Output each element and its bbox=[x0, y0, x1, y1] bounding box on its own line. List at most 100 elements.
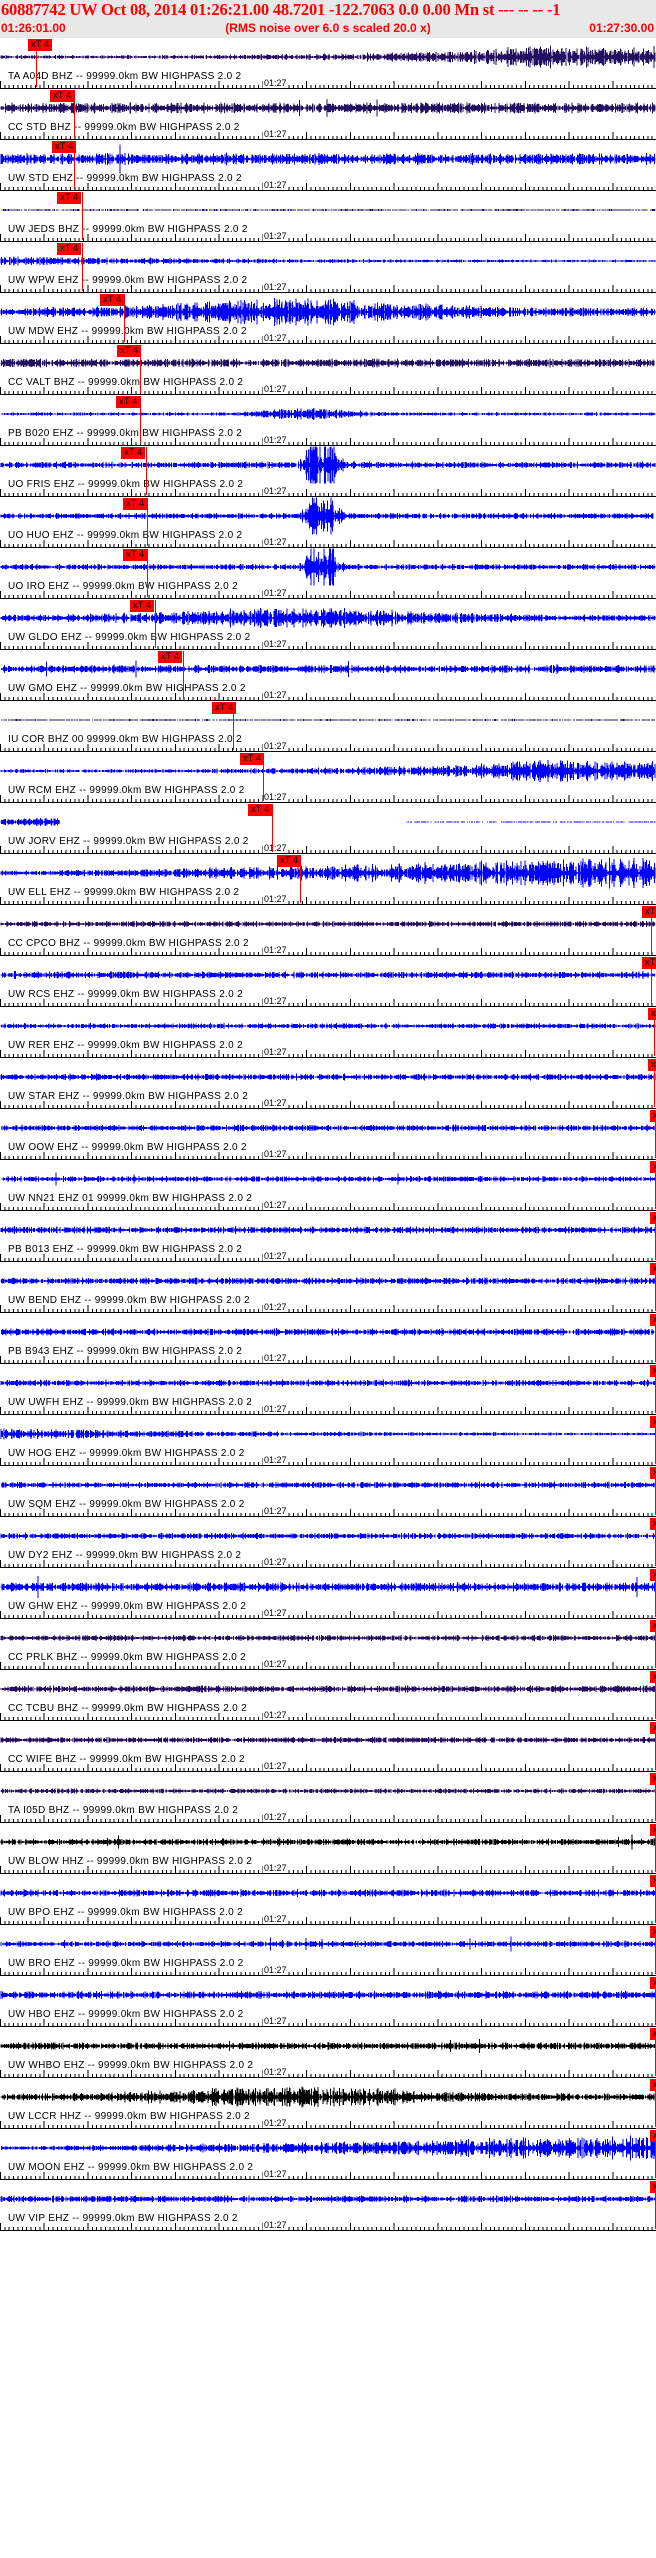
gain-scale-tag[interactable]: xT 4 bbox=[642, 957, 656, 969]
gain-scale-tag[interactable]: xT 4 bbox=[248, 804, 273, 816]
gain-scale-tag[interactable]: xT 4 bbox=[650, 2079, 656, 2091]
waveform-plot bbox=[0, 599, 656, 637]
gain-scale-tag[interactable]: xT 4 bbox=[650, 1467, 656, 1479]
time-axis bbox=[0, 690, 656, 700]
trace-row[interactable]: UW HOG EHZ -- 99999.0km BW HIGHPASS 2.0 … bbox=[0, 1415, 656, 1466]
trace-row[interactable]: TA A04D BHZ -- 99999.0km BW HIGHPASS 2.0… bbox=[0, 38, 656, 89]
gain-scale-tag[interactable]: xT 4 bbox=[650, 1977, 656, 1989]
gain-scale-tag[interactable]: xT 4 bbox=[123, 549, 148, 561]
gain-scale-tag[interactable]: xT 4 bbox=[240, 753, 265, 765]
gain-scale-tag[interactable]: xT 4 bbox=[52, 141, 77, 153]
trace-row[interactable]: CC CPCO BHZ -- 99999.0km BW HIGHPASS 2.0… bbox=[0, 905, 656, 956]
trace-row[interactable]: UW MDW EHZ -- 99999.0km BW HIGHPASS 2.0 … bbox=[0, 293, 656, 344]
trace-row[interactable]: UW RCM EHZ -- 99999.0km BW HIGHPASS 2.0 … bbox=[0, 752, 656, 803]
trace-row[interactable]: UW JORV EHZ -- 99999.0km BW HIGHPASS 2.0… bbox=[0, 803, 656, 854]
trace-row[interactable]: UW BEND EHZ -- 99999.0km BW HIGHPASS 2.0… bbox=[0, 1262, 656, 1313]
trace-row[interactable]: UW BLOW HHZ -- 99999.0km BW HIGHPASS 2.0… bbox=[0, 1823, 656, 1874]
gain-scale-tag[interactable]: xT 4 bbox=[650, 2181, 656, 2193]
trace-row[interactable]: UW MOON EHZ -- 99999.0km BW HIGHPASS 2.0… bbox=[0, 2129, 656, 2180]
trace-row[interactable]: PB B020 EHZ -- 99999.0km BW HIGHPASS 2.0… bbox=[0, 395, 656, 446]
trace-row[interactable]: UW JEDS BHZ -- 99999.0km BW HIGHPASS 2.0… bbox=[0, 191, 656, 242]
trace-row[interactable]: UW UWFH EHZ -- 99999.0km BW HIGHPASS 2.0… bbox=[0, 1364, 656, 1415]
trace-row[interactable]: UW WPW EHZ -- 99999.0km BW HIGHPASS 2.0 … bbox=[0, 242, 656, 293]
gain-scale-tag[interactable]: xT 4 bbox=[158, 651, 183, 663]
gain-scale-tag[interactable]: xT 4 bbox=[650, 1263, 656, 1275]
gain-scale-tag[interactable]: xT 4 bbox=[650, 1926, 656, 1938]
gain-scale-tag[interactable]: xT 4 bbox=[650, 1569, 656, 1581]
gain-scale-tag[interactable]: xT 4 bbox=[117, 345, 142, 357]
gain-scale-tag[interactable]: xT 4 bbox=[28, 39, 53, 51]
trace-row[interactable]: UW VIP EHZ -- 99999.0km BW HIGHPASS 2.0 … bbox=[0, 2180, 656, 2231]
waveform-plot bbox=[0, 1925, 656, 1963]
trace-row[interactable]: CC VALT BHZ -- 99999.0km BW HIGHPASS 2.0… bbox=[0, 344, 656, 395]
trace-row[interactable]: PB B013 EHZ -- 99999.0km BW HIGHPASS 2.0… bbox=[0, 1211, 656, 1262]
time-axis bbox=[0, 537, 656, 547]
trace-row[interactable]: UW ELL EHZ -- 99999.0km BW HIGHPASS 2.0 … bbox=[0, 854, 656, 905]
gain-scale-tag[interactable]: xT 4 bbox=[212, 702, 237, 714]
trace-label: CC TCBU BHZ -- 99999.0km BW HIGHPASS 2.0… bbox=[8, 1703, 247, 1714]
trace-row[interactable]: PB B943 EHZ -- 99999.0km BW HIGHPASS 2.0… bbox=[0, 1313, 656, 1364]
trace-row[interactable]: UO IRO EHZ -- 99999.0km BW HIGHPASS 2.0 … bbox=[0, 548, 656, 599]
trace-row[interactable]: TA I05D BHZ -- 99999.0km BW HIGHPASS 2.0… bbox=[0, 1772, 656, 1823]
trace-label: UW WPW EHZ -- 99999.0km BW HIGHPASS 2.0 … bbox=[8, 275, 248, 286]
trace-row[interactable]: UW HBO EHZ -- 99999.0km BW HIGHPASS 2.0 … bbox=[0, 1976, 656, 2027]
gain-scale-tag[interactable]: xT 4 bbox=[650, 1110, 656, 1122]
trace-row[interactable]: UO HUO EHZ -- 99999.0km BW HIGHPASS 2.0 … bbox=[0, 497, 656, 548]
trace-label: UW RCM EHZ -- 99999.0km BW HIGHPASS 2.0 … bbox=[8, 785, 245, 796]
trace-row[interactable]: UW WHBO EHZ -- 99999.0km BW HIGHPASS 2.0… bbox=[0, 2027, 656, 2078]
gain-scale-tag[interactable]: xT 4 bbox=[57, 192, 82, 204]
gain-scale-tag[interactable]: xT 4 bbox=[57, 243, 82, 255]
trace-row[interactable]: UW BPO EHZ -- 99999.0km BW HIGHPASS 2.0 … bbox=[0, 1874, 656, 1925]
gain-scale-tag[interactable]: xT 4 bbox=[650, 1722, 656, 1734]
trace-row[interactable]: UW SQM EHZ -- 99999.0km BW HIGHPASS 2.0 … bbox=[0, 1466, 656, 1517]
gain-scale-tag[interactable]: xT 4 bbox=[130, 600, 155, 612]
gain-scale-tag[interactable]: xT 4 bbox=[100, 294, 125, 306]
gain-scale-tag[interactable]: xT 4 bbox=[650, 1416, 656, 1428]
gain-scale-tag[interactable]: xT 4 bbox=[650, 1824, 656, 1836]
trace-row[interactable]: UW BRO EHZ -- 99999.0km BW HIGHPASS 2.0 … bbox=[0, 1925, 656, 1976]
gain-scale-tag[interactable]: xT 4 bbox=[121, 447, 146, 459]
gain-scale-tag[interactable]: xT 4 bbox=[650, 1671, 656, 1683]
gain-scale-tag[interactable]: xT 4 bbox=[650, 1212, 656, 1224]
trace-row[interactable]: UW GHW EHZ -- 99999.0km BW HIGHPASS 2.0 … bbox=[0, 1568, 656, 1619]
trace-row[interactable]: UW RER EHZ -- 99999.0km BW HIGHPASS 2.0 … bbox=[0, 1007, 656, 1058]
gain-scale-tag[interactable]: xT 4 bbox=[650, 1365, 656, 1377]
trace-row[interactable]: UW OOW EHZ -- 99999.0km BW HIGHPASS 2.0 … bbox=[0, 1109, 656, 1160]
waveform-plot bbox=[0, 701, 656, 739]
gain-scale-tag[interactable]: xT 4 bbox=[650, 1518, 656, 1530]
gain-scale-tag[interactable]: xT 4 bbox=[50, 90, 75, 102]
trace-row[interactable]: UW STAR EHZ -- 99999.0km BW HIGHPASS 2.0… bbox=[0, 1058, 656, 1109]
trace-row[interactable]: IU COR BHZ 00 99999.0km BW HIGHPASS 2.0 … bbox=[0, 701, 656, 752]
trace-row[interactable]: CC WIFE BHZ -- 99999.0km BW HIGHPASS 2.0… bbox=[0, 1721, 656, 1772]
trace-row[interactable]: CC PRLK BHZ -- 99999.0km BW HIGHPASS 2.0… bbox=[0, 1619, 656, 1670]
gain-scale-tag[interactable]: xT 4 bbox=[277, 855, 302, 867]
gain-scale-tag[interactable]: xT 4 bbox=[650, 1875, 656, 1887]
trace-row[interactable]: UW RCS EHZ -- 99999.0km BW HIGHPASS 2.0 … bbox=[0, 956, 656, 1007]
pick-marker-line bbox=[263, 753, 264, 801]
gain-scale-tag[interactable]: xT 4 bbox=[648, 1059, 656, 1071]
gain-scale-tag[interactable]: xT 4 bbox=[650, 2028, 656, 2040]
gain-scale-tag[interactable]: xT 4 bbox=[648, 1008, 656, 1020]
trace-row[interactable]: UW NN21 EHZ 01 99999.0km BW HIGHPASS 2.0… bbox=[0, 1160, 656, 1211]
gain-scale-tag[interactable]: xT 4 bbox=[650, 1161, 656, 1173]
gain-scale-tag[interactable]: xT 4 bbox=[123, 498, 148, 510]
gain-scale-tag[interactable]: xT 4 bbox=[116, 396, 141, 408]
gain-scale-tag[interactable]: xT 4 bbox=[650, 2130, 656, 2142]
trace-row[interactable]: CC TCBU BHZ -- 99999.0km BW HIGHPASS 2.0… bbox=[0, 1670, 656, 1721]
gain-scale-tag[interactable]: xT 4 bbox=[650, 1620, 656, 1632]
trace-label: UW VIP EHZ -- 99999.0km BW HIGHPASS 2.0 … bbox=[8, 2213, 238, 2224]
trace-label: PB B020 EHZ -- 99999.0km BW HIGHPASS 2.0… bbox=[8, 428, 243, 439]
trace-row[interactable]: UW GLDO EHZ -- 99999.0km BW HIGHPASS 2.0… bbox=[0, 599, 656, 650]
gain-scale-tag[interactable]: xT 4 bbox=[642, 906, 656, 918]
gain-scale-tag[interactable]: xT 4 bbox=[650, 1773, 656, 1785]
trace-row[interactable]: UW LCCR HHZ -- 99999.0km BW HIGHPASS 2.0… bbox=[0, 2078, 656, 2129]
time-tick-label: 01:27 bbox=[263, 1710, 288, 1720]
gain-scale-tag[interactable]: xT 4 bbox=[650, 1314, 656, 1326]
trace-row[interactable]: UW STD EHZ -- 99999.0km BW HIGHPASS 2.0 … bbox=[0, 140, 656, 191]
trace-row[interactable]: UW DY2 EHZ -- 99999.0km BW HIGHPASS 2.0 … bbox=[0, 1517, 656, 1568]
time-tick-label: 01:27 bbox=[263, 180, 288, 190]
trace-row[interactable]: CC STD BHZ -- 99999.0km BW HIGHPASS 2.0 … bbox=[0, 89, 656, 140]
trace-row[interactable]: UO FRIS EHZ -- 99999.0km BW HIGHPASS 2.0… bbox=[0, 446, 656, 497]
trace-row[interactable]: UW GMO EHZ -- 99999.0km BW HIGHPASS 2.0 … bbox=[0, 650, 656, 701]
trace-label: UW GLDO EHZ -- 99999.0km BW HIGHPASS 2.0… bbox=[8, 632, 251, 643]
